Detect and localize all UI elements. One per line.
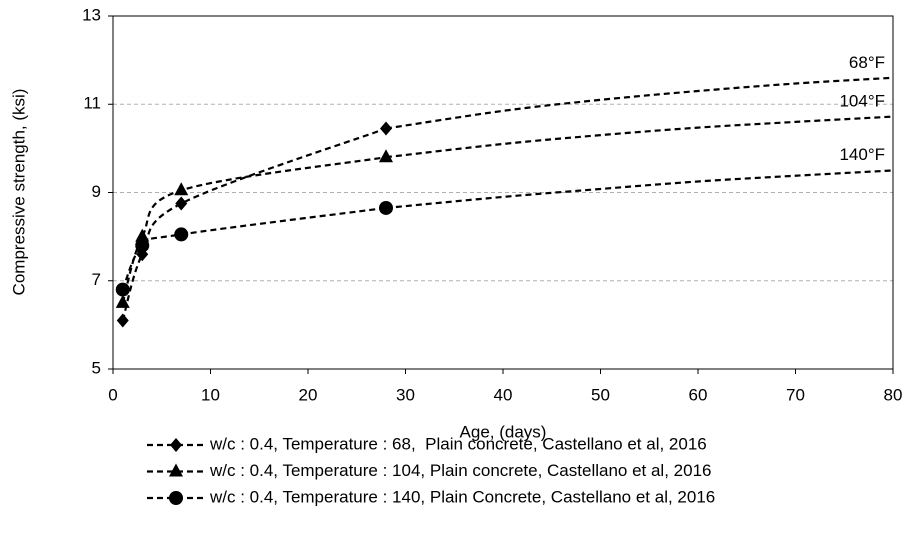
- data-point: [135, 238, 150, 253]
- x-tick-label: 80: [884, 385, 903, 404]
- data-point: [174, 227, 189, 242]
- y-tick-label: 9: [92, 182, 101, 201]
- data-point: [379, 200, 393, 215]
- data-point: [380, 121, 392, 136]
- data-point: [116, 313, 129, 328]
- series-line: [121, 206, 387, 291]
- data-point: [115, 294, 130, 308]
- x-tick-label: 40: [494, 385, 513, 404]
- annotation: 104°F: [839, 91, 885, 110]
- series-line: [121, 156, 387, 304]
- y-tick-label: 11: [83, 94, 101, 113]
- y-axis-label: Compressive strength, (ksi): [9, 89, 28, 296]
- data-point: [174, 182, 189, 196]
- legend-marker: [170, 438, 182, 452]
- x-tick-label: 0: [108, 385, 117, 404]
- annotation: 140°F: [839, 145, 885, 164]
- plot-frame: [112, 15, 894, 370]
- legend-label: w/c : 0.4, Temperature : 104, Plain conc…: [209, 461, 711, 480]
- y-tick-label: 5: [92, 358, 101, 377]
- y-tick-label: 7: [92, 270, 101, 289]
- annotation: 68°F: [849, 53, 885, 72]
- x-tick-label: 50: [591, 385, 610, 404]
- series-line: [121, 127, 387, 321]
- data-point: [379, 149, 393, 163]
- x-axis-label: Age, (days): [460, 422, 547, 441]
- legend-label: w/c : 0.4, Temperature : 140, Plain Conc…: [209, 487, 715, 506]
- x-tick-label: 60: [689, 385, 708, 404]
- legend-marker: [169, 491, 183, 505]
- y-tick-label: 13: [82, 5, 101, 24]
- data-point: [175, 196, 188, 211]
- data-point: [115, 282, 130, 297]
- trend-line: [385, 76, 894, 130]
- x-tick-label: 30: [396, 385, 415, 404]
- legend-label: w/c : 0.4, Temperature : 68, Plain concr…: [209, 434, 707, 453]
- trend-line: [385, 169, 894, 210]
- trend-line: [385, 115, 894, 159]
- legend-marker: [169, 463, 183, 477]
- data-point: [135, 228, 150, 242]
- x-tick-label: 70: [786, 385, 805, 404]
- x-tick-label: 20: [299, 385, 318, 404]
- x-tick-label: 10: [201, 385, 220, 404]
